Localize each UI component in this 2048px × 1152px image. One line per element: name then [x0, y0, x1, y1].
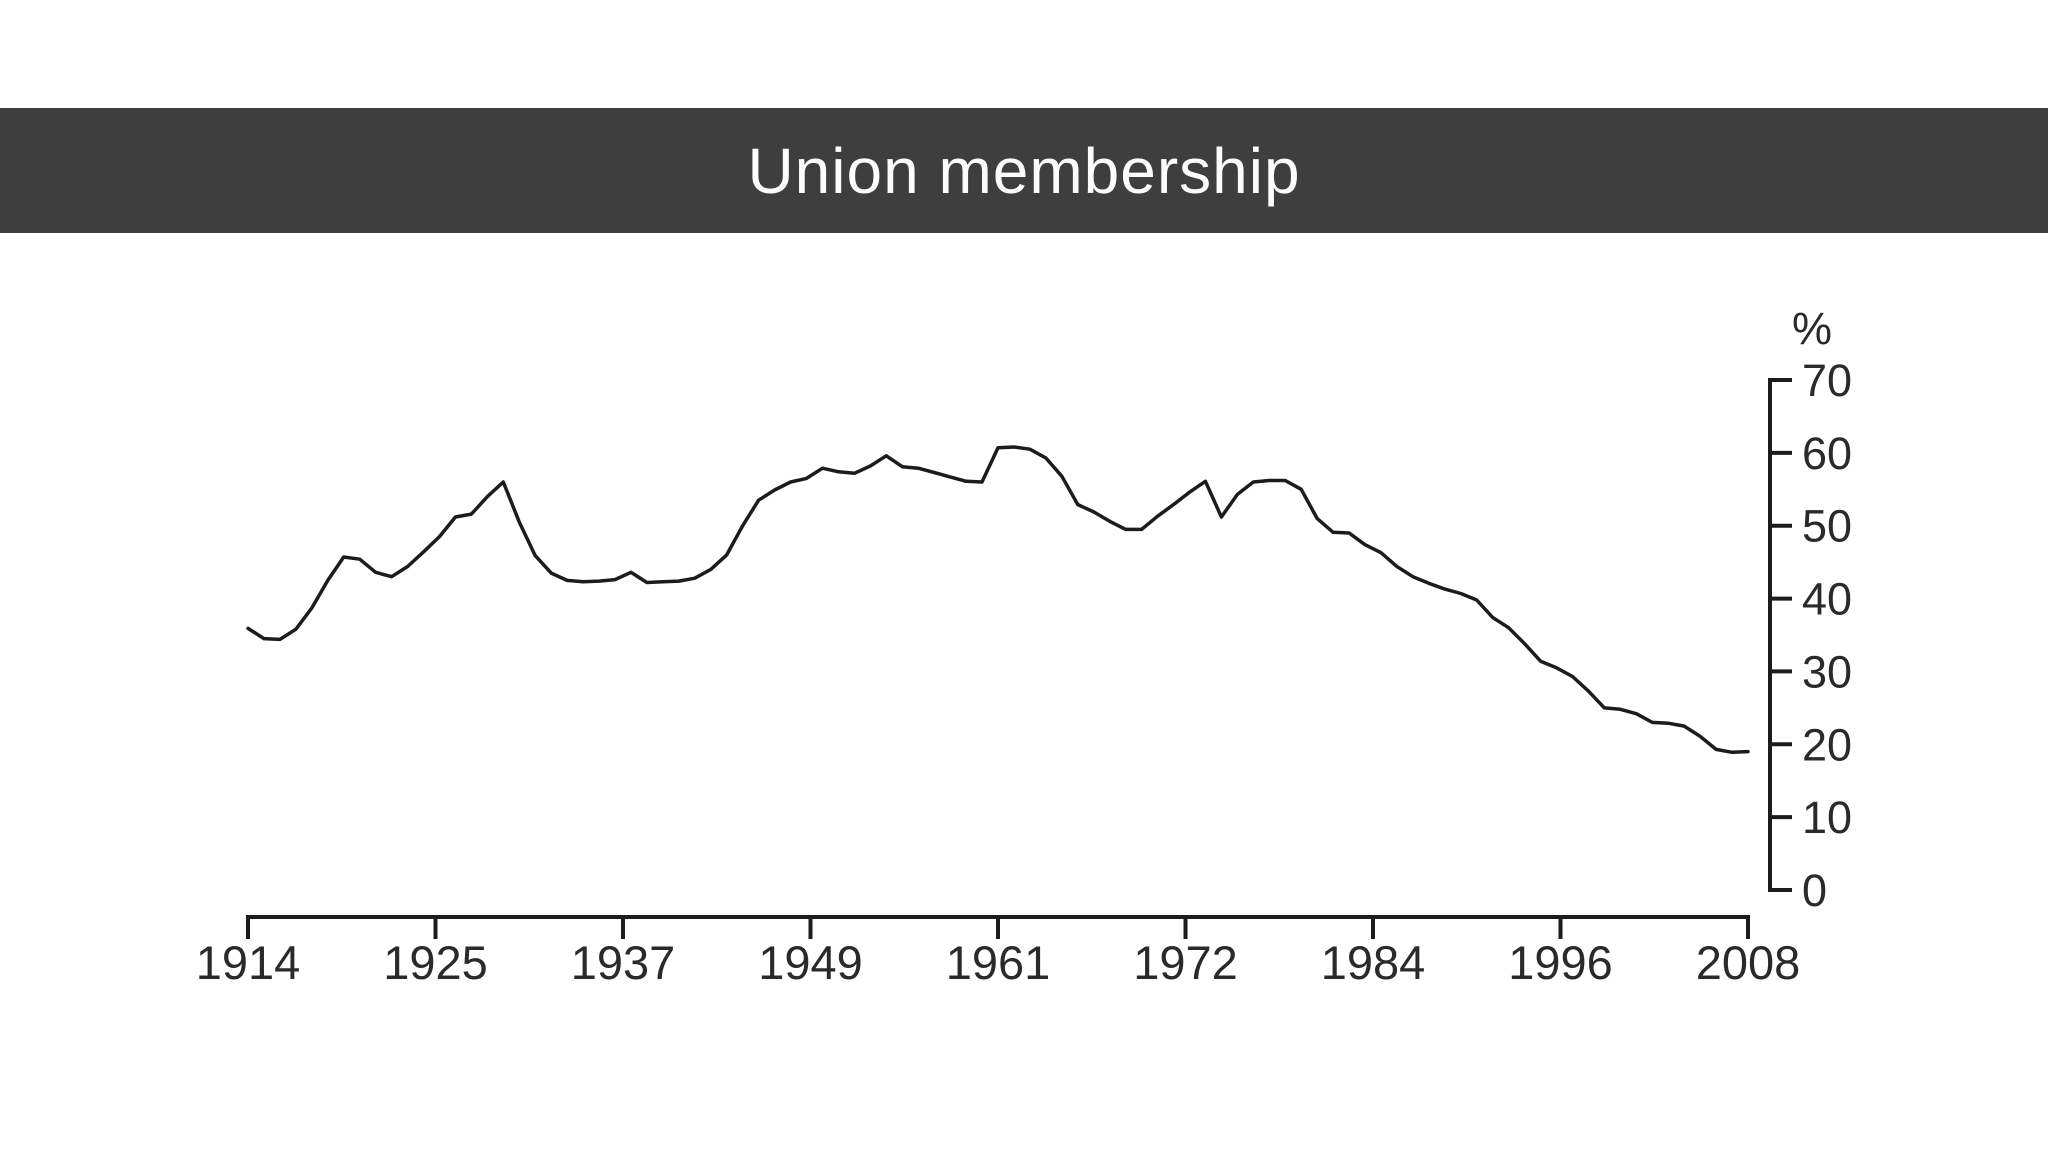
x-axis-label: 1984 — [1321, 936, 1426, 989]
page-title: Union membership — [747, 134, 1301, 207]
x-axis-label: 2008 — [1696, 936, 1801, 989]
y-axis-label: 60 — [1802, 428, 1852, 479]
y-axis-label: 30 — [1802, 646, 1852, 697]
y-axis-label: 40 — [1802, 574, 1852, 625]
y-axis-label: 0 — [1802, 865, 1827, 916]
x-axis-label: 1937 — [571, 936, 676, 989]
y-axis-unit-label: % — [1792, 303, 1832, 354]
y-axis-label: 70 — [1802, 355, 1852, 406]
y-axis-label: 10 — [1802, 792, 1852, 843]
x-axis-line — [246, 915, 1750, 939]
x-axis-label: 1925 — [383, 936, 488, 989]
x-axis-label: 1961 — [946, 936, 1051, 989]
membership-line — [246, 445, 1750, 755]
y-axis-label: 50 — [1802, 501, 1852, 552]
x-axis-label: 1914 — [196, 936, 301, 989]
y-axis-line — [1768, 378, 1792, 892]
y-axis-label: 20 — [1802, 719, 1852, 770]
x-axis-label: 1972 — [1133, 936, 1238, 989]
x-axis-label: 1996 — [1508, 936, 1613, 989]
x-axis-label: 1949 — [758, 936, 863, 989]
title-banner: Union membership — [0, 108, 2048, 233]
